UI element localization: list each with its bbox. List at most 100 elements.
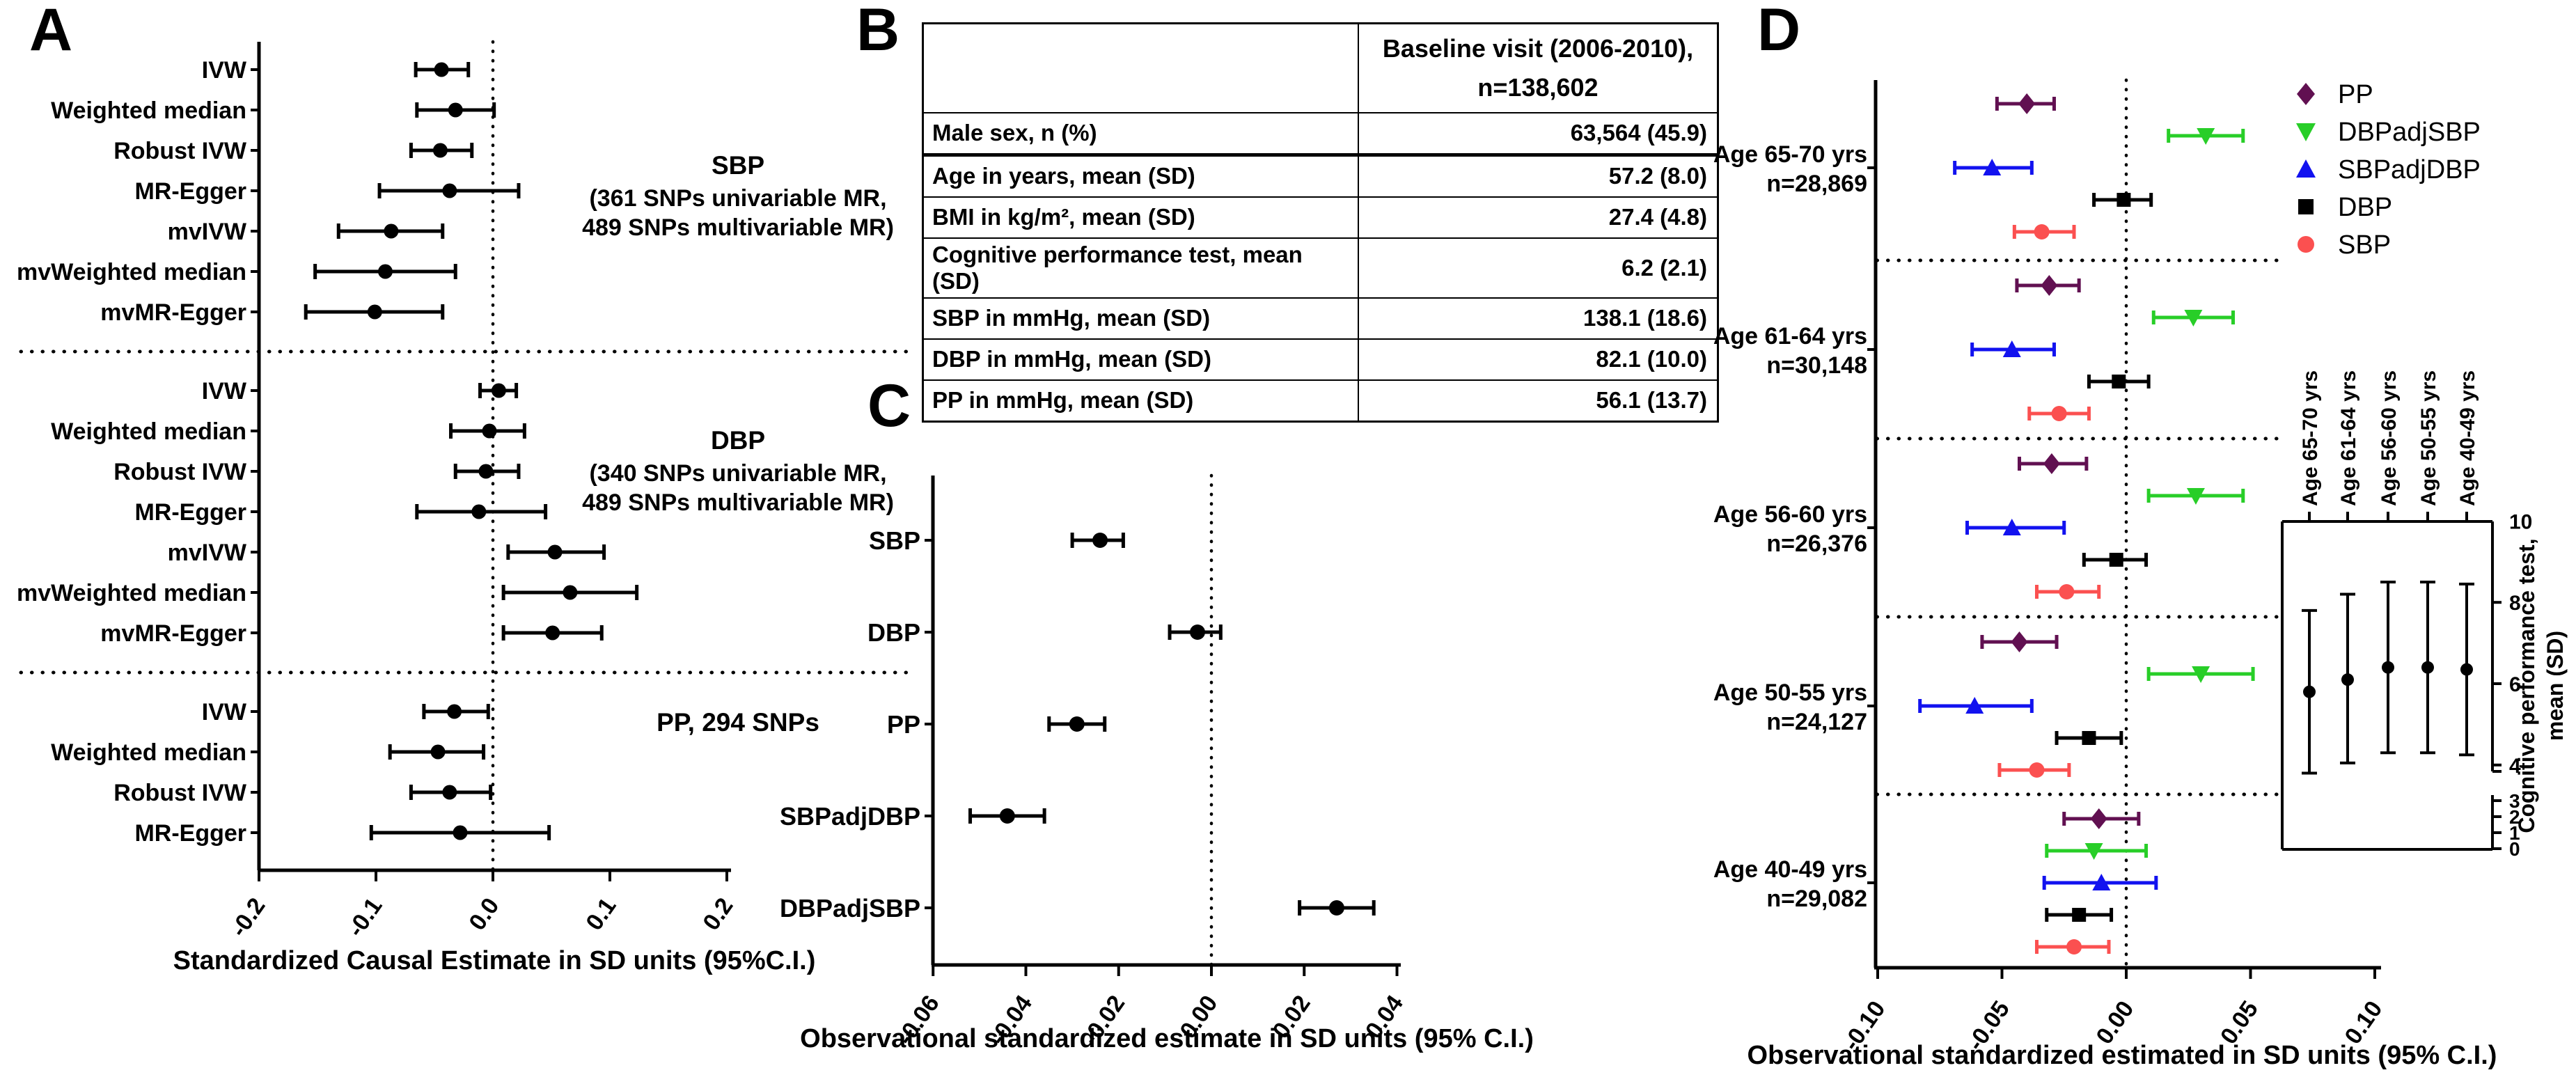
age-group-label: Age 40-49 yrs [1713,856,1867,883]
x-tick-label: 0.1 [581,893,621,936]
forest-row [2034,939,2111,955]
row-label: mvIVW [168,219,247,245]
marker-triangle-down [2184,310,2203,327]
marker-diamond [2090,808,2107,829]
forest-row [2146,488,2245,505]
legend-label: SBP [2338,230,2391,260]
marker-triangle-down [2084,843,2103,860]
table-row: SBP in mmHg, mean (SD) 138.1 (18.6) [922,297,1719,340]
marker-circle [547,544,563,560]
age-group: Age 61-64 yrs n=30,148 [1713,275,2236,421]
age-group-n-label: n=24,127 [1766,709,1867,735]
row-label: PP [887,710,920,739]
marker-circle [1069,716,1085,732]
inset-category-label: Age 65-70 yrs [2299,370,2322,506]
forest-row [2092,193,2153,207]
forest-row: mvIVW [168,219,445,245]
age-group: Age 56-60 yrs n=26,376 [1713,453,2245,599]
marker-circle [384,223,399,239]
inset-category-label: Age 50-55 yrs [2417,370,2440,506]
marker-circle [478,464,494,479]
marker-triangle-up [1983,159,2002,175]
group-annotation: PP, 294 SNPs [657,708,819,737]
forest-row: Weighted median [51,97,496,124]
row-label: MR-Egger [134,820,246,847]
forest-row: DBPadjSBP [780,894,1376,922]
row-label: Weighted median [51,97,246,124]
x-tick-label: -0.2 [226,893,271,942]
marker-circle [2298,236,2314,253]
marker-triangle-up [2002,340,2021,357]
forest-row: mvMR-Egger [100,620,604,647]
legend-item: PP [2297,80,2373,109]
marker-circle [2029,762,2045,778]
row-label: Weighted median [51,739,246,766]
forest-row [1995,93,2056,114]
group-annotation: SBP (361 SNPs univariable MR,489 SNPs mul… [582,151,894,241]
inset-errorbar [2340,592,2355,764]
forest-row [2017,453,2089,474]
legend-label: SBPadjDBP [2338,155,2481,184]
marker-diamond [2018,93,2036,114]
marker-circle [453,825,468,840]
forest-row [2045,908,2114,922]
forest-row [2042,874,2158,890]
forest-row [2045,843,2149,860]
inset-y-tick-label: 4 [2509,755,2521,778]
marker-circle [545,625,560,641]
forest-row [2167,128,2245,145]
row-label: Robust IVW [113,459,247,485]
legend-item: DBPadjSBP [2296,118,2481,147]
forest-row [2082,553,2149,567]
row-label: DBP [867,618,920,647]
table-row: Cognitive performance test, mean (SD) 6.2… [922,237,1719,299]
forest-row [1997,762,2071,778]
x-tick-label: -0.1 [343,893,388,942]
group-annotation-line: 489 SNPs multivariable MR) [582,489,894,516]
inset-y-axis-title-line2: mean (SD) [2543,631,2568,741]
marker-circle [2303,685,2316,698]
row-label: IVW [202,699,247,725]
marker-triangle-up [2092,874,2111,890]
inset-category-label: Age 61-64 yrs [2337,370,2360,506]
age-group-label: Age 50-55 yrs [1713,680,1867,706]
row-label: Robust IVW [113,780,247,806]
baseline-table: Baseline visit (2006-2010), n=138,602 Ma… [922,22,1719,423]
inset-break-y-tick-label: 0 [2509,838,2520,860]
marker-square [2112,375,2126,388]
row-label: mvWeighted median [17,259,246,285]
table-row-value: 27.4 (4.8) [1358,196,1719,239]
forest-row: IVW [202,699,490,725]
forest-row [2087,375,2151,388]
table-row-value: 138.1 (18.6) [1358,297,1719,340]
table-row-value: 63,564 (45.9) [1358,111,1719,157]
forest-row [2027,406,2091,421]
inset-y-axis-title-line1: Cognitive performance test, [2514,538,2539,833]
forest-row: mvIVW [168,540,606,566]
row-label: mvMR-Egger [100,299,246,326]
table-row: Age in years, mean (SD) 57.2 (8.0) [922,154,1719,198]
marker-square [2109,553,2123,567]
group-annotation-line: (340 SNPs univariable MR, [589,460,886,487]
row-label: mvIVW [168,540,247,566]
inset-y-tick-label: 8 [2509,592,2521,615]
group-annotation-line: 489 SNPs multivariable MR) [582,214,894,241]
marker-circle [1190,625,1206,640]
table-row-value: 57.2 (8.0) [1358,154,1719,198]
forest-row: Weighted median [51,418,526,445]
legend: PP DBPadjSBP SBPadjDBP DBP SBP [2296,80,2481,260]
inset-y-tick-label: 6 [2509,673,2521,696]
forest-row [1980,631,2059,652]
table-row-label: SBP in mmHg, mean (SD) [922,297,1359,340]
age-group-n-label: n=30,148 [1766,352,1867,379]
forest-row: Weighted median [51,739,486,766]
marker-circle [999,808,1015,824]
panel-d-letter: D [1757,0,1801,63]
marker-triangle-up [2296,159,2316,178]
x-axis-title: Standardized Causal Estimate in SD units… [173,946,816,975]
age-group-label: Age 61-64 yrs [1713,323,1867,349]
table-header-row: Baseline visit (2006-2010), n=138,602 [922,22,1719,113]
forest-row: MR-Egger [134,178,521,205]
